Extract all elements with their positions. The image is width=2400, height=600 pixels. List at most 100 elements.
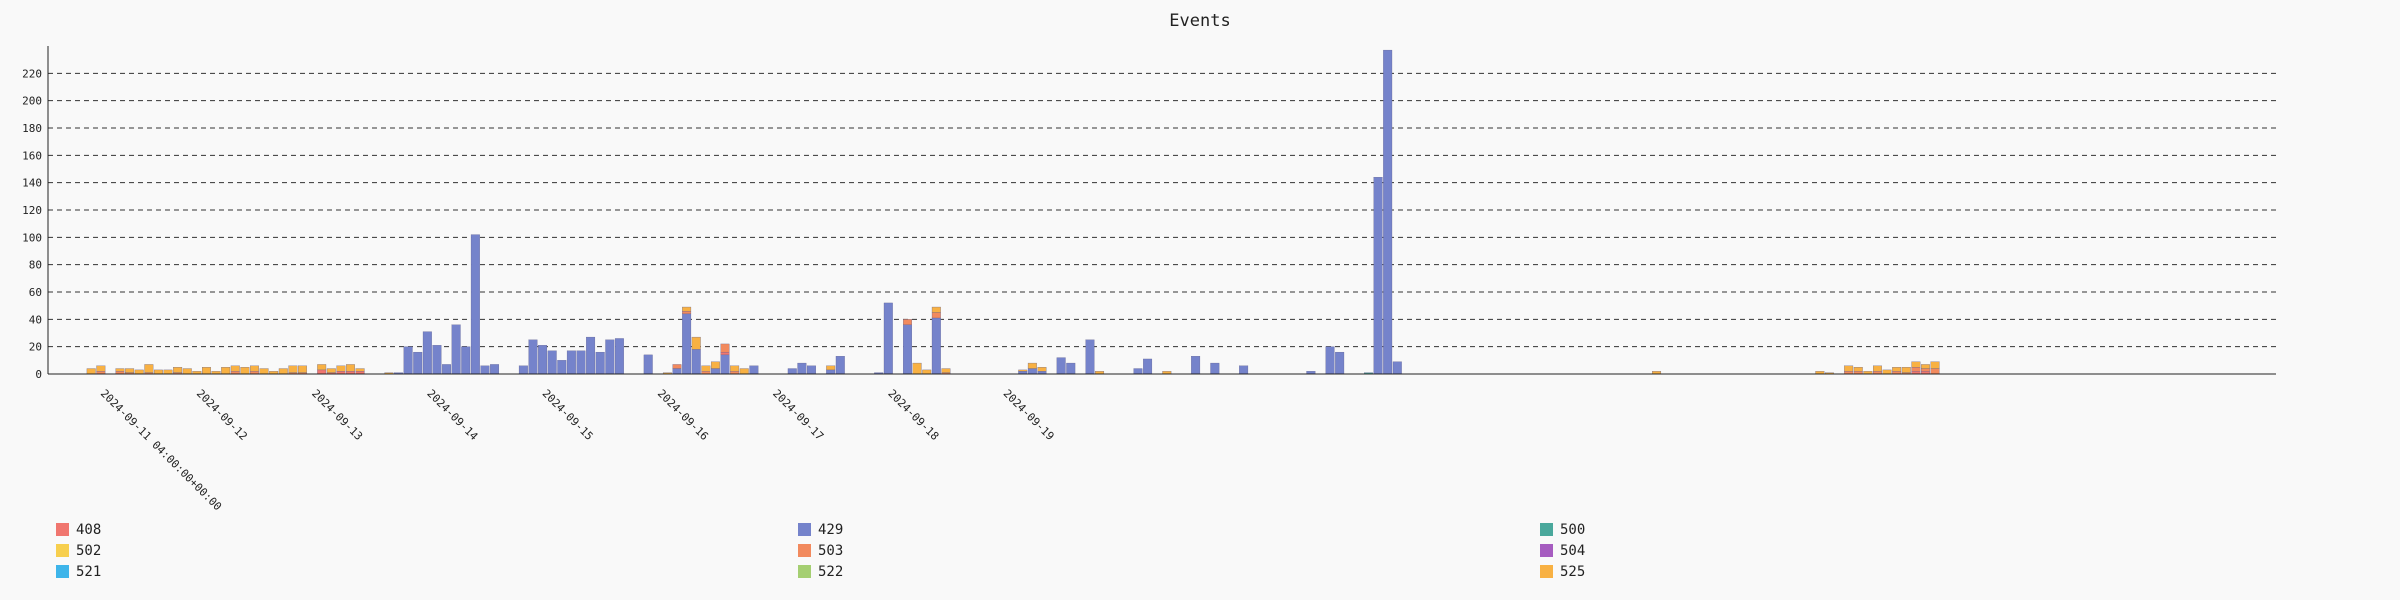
x-date-label: 2024-09-13 <box>309 387 365 443</box>
x-date-label: 2024-09-19 <box>1001 387 1057 443</box>
bar-429 <box>566 350 576 375</box>
bar-429 <box>1066 362 1076 375</box>
bar-503 <box>931 312 941 319</box>
bar-525 <box>144 364 154 373</box>
y-tick-label: 120 <box>22 204 42 217</box>
legend-label: 502 <box>76 542 102 559</box>
bar-525 <box>1037 367 1047 372</box>
bar-429 <box>797 362 807 375</box>
bar-525 <box>326 368 336 373</box>
legend-swatch <box>56 544 69 557</box>
bar-525 <box>1911 361 1921 368</box>
legend-item: 503 <box>798 541 1540 560</box>
bar-429 <box>826 369 836 375</box>
bar-429 <box>576 350 586 375</box>
bar-525 <box>125 368 135 373</box>
bar-503 <box>682 310 692 315</box>
legend-label: 429 <box>818 521 844 538</box>
chart-title: Events <box>1169 11 1230 31</box>
bar-429 <box>595 351 605 375</box>
y-tick-label: 220 <box>22 67 42 80</box>
bar-429 <box>528 339 538 375</box>
bar-429 <box>883 302 893 375</box>
bar-429 <box>1143 358 1153 375</box>
y-tick-label: 180 <box>22 122 42 135</box>
bar-525 <box>682 306 692 312</box>
bar-525 <box>730 365 740 372</box>
bar-525 <box>826 365 836 371</box>
bar-525 <box>182 368 192 375</box>
bar-429 <box>413 351 423 375</box>
bar-429 <box>432 345 442 375</box>
legend-swatch <box>56 565 69 578</box>
bar-525 <box>912 362 922 375</box>
legend-swatch <box>1540 523 1553 536</box>
bar-429 <box>480 365 490 375</box>
bar-429 <box>1210 362 1220 375</box>
x-date-label: 2024-09-16 <box>655 387 711 443</box>
x-date-label: 2024-09-14 <box>424 387 480 443</box>
legend-item: 500 <box>1540 520 2282 539</box>
bar-429 <box>1056 357 1066 375</box>
bar-525 <box>701 365 711 372</box>
x-date-label: 2024-09-17 <box>770 387 826 443</box>
bar-525 <box>931 306 941 313</box>
bar-429 <box>903 324 912 375</box>
bar-503 <box>1921 368 1930 372</box>
bar-429 <box>787 368 797 375</box>
y-tick-label: 80 <box>29 259 42 272</box>
bar-429 <box>749 365 759 375</box>
bar-525 <box>922 369 932 375</box>
legend-label: 521 <box>76 563 102 580</box>
bar-525 <box>134 369 144 375</box>
bar-429 <box>490 364 500 375</box>
bar-503 <box>903 319 912 325</box>
bar-429 <box>1392 361 1402 375</box>
bar-525 <box>250 365 259 372</box>
bar-429 <box>807 365 816 375</box>
bar-429 <box>403 346 413 375</box>
x-date-label: 2024-09-15 <box>540 387 596 443</box>
y-tick-label: 140 <box>22 177 42 190</box>
bar-525 <box>355 368 365 372</box>
y-tick-label: 40 <box>29 313 42 326</box>
bar-429 <box>1085 339 1095 375</box>
bar-429 <box>835 356 845 375</box>
bar-525 <box>1892 367 1902 372</box>
bar-429 <box>442 364 451 375</box>
legend: 408 429 500 502 503 504 521 522 525 <box>56 520 1585 581</box>
y-tick-label: 20 <box>29 341 42 354</box>
bar-429 <box>461 346 471 375</box>
bar-525 <box>173 367 183 373</box>
legend-swatch <box>56 523 69 536</box>
bar-429 <box>710 368 720 375</box>
bar-429 <box>1325 346 1335 375</box>
bar-525 <box>1018 369 1028 372</box>
bar-525 <box>278 368 288 375</box>
bar-429 <box>1239 365 1249 375</box>
legend-item: 502 <box>56 541 798 560</box>
bar-503 <box>720 343 730 353</box>
bar-525 <box>86 368 96 375</box>
bar-525 <box>317 364 327 371</box>
y-tick-label: 60 <box>29 286 42 299</box>
legend-item: 525 <box>1540 562 2282 581</box>
legend-swatch <box>798 565 811 578</box>
legend-swatch <box>1540 565 1553 578</box>
bar-429 <box>614 338 624 375</box>
bar-429 <box>470 234 480 375</box>
bar-429 <box>720 354 730 375</box>
legend-label: 504 <box>1560 542 1586 559</box>
bar-525 <box>153 369 163 375</box>
bar-429 <box>586 336 596 375</box>
legend-item: 521 <box>56 562 798 581</box>
y-tick-label: 0 <box>35 368 42 381</box>
x-date-label: 2024-09-18 <box>885 387 941 443</box>
bar-429 <box>422 331 432 375</box>
bar-525 <box>1901 367 1911 373</box>
axes <box>47 46 2276 375</box>
legend-item: 408 <box>56 520 798 539</box>
x-date-label: 2024-09-12 <box>194 387 250 443</box>
bar-429 <box>931 317 941 375</box>
